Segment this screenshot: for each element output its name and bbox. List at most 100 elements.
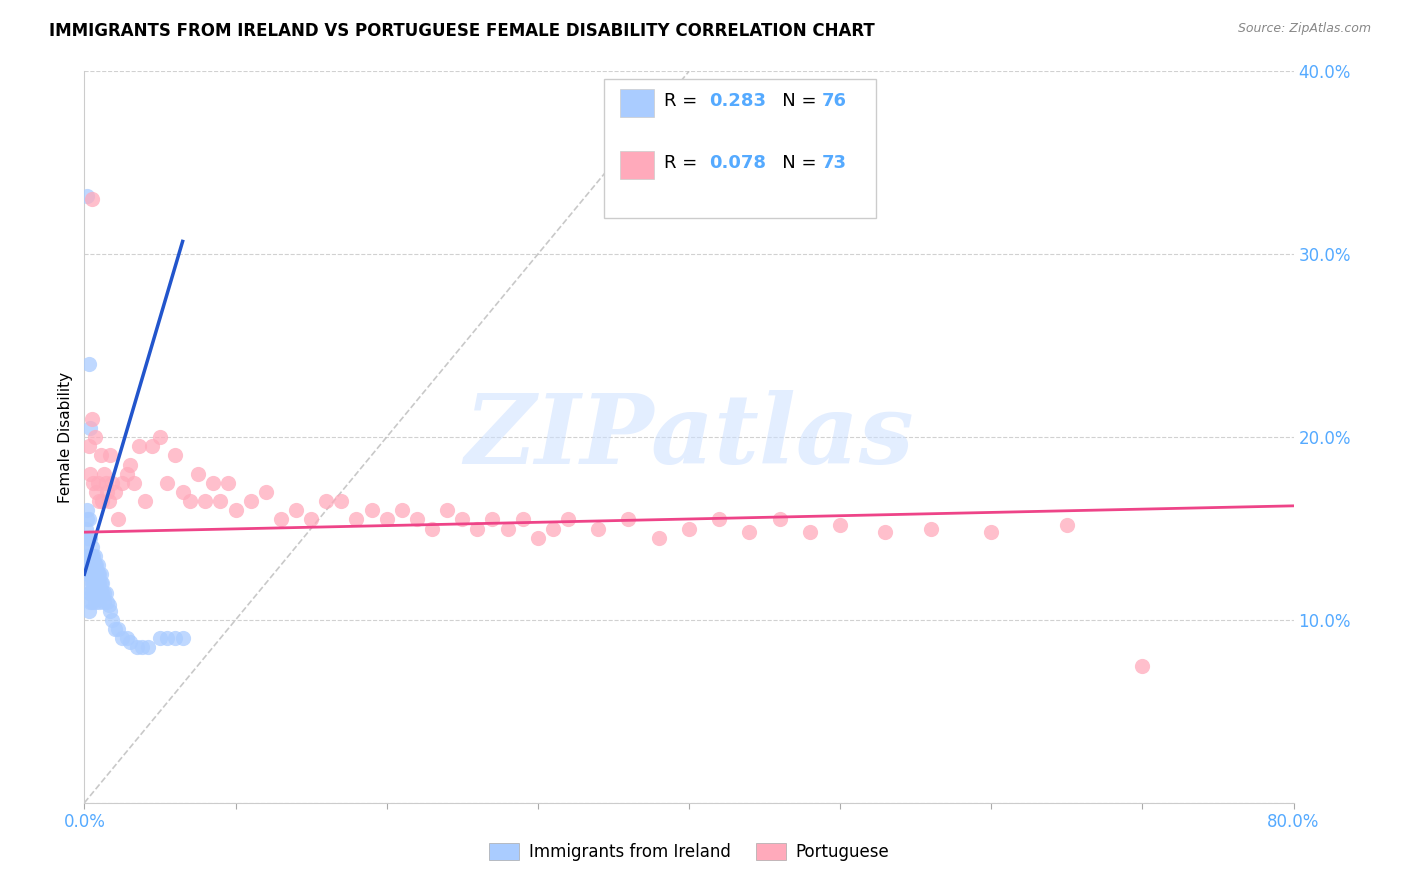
Point (77, 439, 100, 453)
Point (86, 485, 108, 500)
Point (239, 494, 262, 508)
Point (87, 585, 110, 599)
Text: 73: 73 (823, 153, 846, 172)
Point (1056, 517, 1078, 532)
Point (315, 494, 337, 508)
Point (107, 622, 129, 636)
Point (165, 632, 187, 646)
Point (82, 585, 104, 599)
Point (156, 475, 179, 490)
Point (769, 512, 792, 526)
Point (467, 521, 489, 535)
Text: 76: 76 (823, 92, 846, 110)
Point (91, 585, 114, 599)
Point (91, 576, 114, 591)
Point (254, 485, 277, 500)
Point (77, 585, 100, 599)
Point (86, 567, 108, 582)
Point (648, 531, 671, 545)
Y-axis label: Female Disability: Female Disability (58, 371, 73, 503)
Point (80, 558, 103, 573)
Text: ZIPatlas: ZIPatlas (464, 390, 914, 484)
Point (557, 512, 579, 526)
Point (79, 576, 101, 591)
Point (391, 503, 413, 517)
Point (98, 448, 121, 462)
Text: N =: N = (765, 153, 823, 172)
Point (588, 521, 610, 535)
Point (115, 467, 138, 481)
Point (79, 558, 101, 573)
Point (346, 512, 368, 526)
Point (100, 613, 122, 627)
Point (76, 188, 98, 202)
Point (201, 475, 224, 490)
Point (80, 585, 103, 599)
Point (104, 485, 127, 500)
Point (82, 558, 104, 573)
Point (79, 531, 101, 545)
Point (89, 494, 111, 508)
Point (82, 475, 104, 490)
Point (107, 512, 129, 526)
Point (76, 531, 98, 545)
Point (97, 494, 120, 508)
Point (76, 503, 98, 517)
Point (131, 640, 153, 655)
Point (80, 192, 103, 206)
Point (799, 525, 821, 540)
Point (118, 635, 141, 649)
Point (93, 467, 115, 481)
Point (165, 448, 187, 462)
Point (89, 585, 111, 599)
Point (420, 521, 443, 535)
Point (225, 503, 247, 517)
Point (97, 599, 120, 613)
Legend: Immigrants from Ireland, Portuguese: Immigrants from Ireland, Portuguese (482, 836, 896, 868)
Point (111, 475, 134, 490)
Point (77, 558, 100, 573)
Point (709, 512, 731, 526)
Point (104, 622, 127, 636)
Point (451, 512, 474, 526)
Point (84, 567, 107, 582)
Text: R =: R = (664, 153, 703, 172)
Point (830, 517, 852, 532)
Point (100, 475, 122, 490)
Point (89, 567, 111, 582)
Text: 0.078: 0.078 (710, 153, 766, 172)
Point (149, 430, 172, 444)
Point (738, 525, 761, 540)
Point (86, 576, 108, 591)
Point (77, 531, 100, 545)
Point (75, 521, 97, 535)
Point (90, 448, 112, 462)
Point (172, 632, 194, 646)
Point (82, 549, 104, 563)
Point (87, 567, 110, 582)
Point (84, 594, 107, 608)
Point (77, 604, 100, 618)
Point (134, 494, 156, 508)
Point (496, 521, 519, 535)
Point (115, 632, 138, 646)
Point (136, 640, 159, 655)
Point (86, 558, 108, 573)
Point (87, 558, 110, 573)
Text: R =: R = (664, 92, 703, 110)
Point (87, 475, 110, 490)
Point (89, 576, 111, 591)
Point (80, 567, 103, 582)
Point (80, 540, 103, 554)
Point (217, 475, 239, 490)
Point (512, 512, 534, 526)
Point (75, 540, 97, 554)
Point (84, 558, 107, 573)
Point (299, 512, 322, 526)
Point (179, 494, 201, 508)
FancyBboxPatch shape (605, 78, 876, 218)
Point (172, 485, 194, 500)
Point (91, 494, 114, 508)
Point (481, 512, 503, 526)
Point (118, 458, 141, 472)
